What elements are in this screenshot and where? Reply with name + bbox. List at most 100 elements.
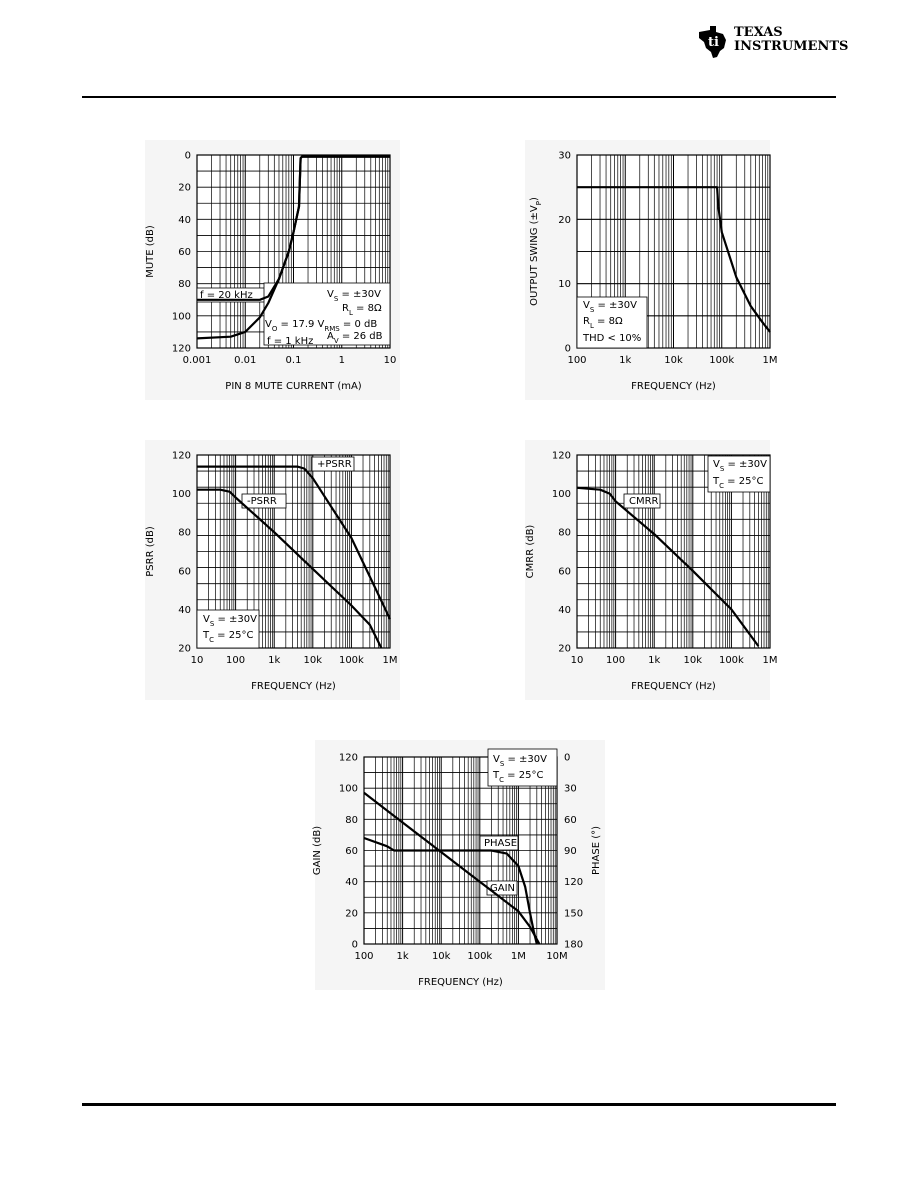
annotation-box (196, 609, 260, 649)
svg-text:ti: ti (708, 35, 719, 50)
y-axis-label: PSRR (dB) (145, 526, 156, 577)
chart-annotation: CMRR (629, 496, 659, 507)
y-tick-label: 80 (558, 528, 571, 539)
x-tick-label: 1k (397, 951, 409, 962)
y-axis-label: MUTE (dB) (145, 225, 156, 278)
y-tick-label: 120 (172, 344, 191, 355)
chart-annotation: THD < 10% (582, 333, 641, 344)
x-tick-label: 0.001 (183, 355, 212, 366)
y-tick-label: 40 (178, 605, 191, 616)
annotation-box (241, 493, 287, 509)
y-tick-label: 80 (178, 279, 191, 290)
series-line-gain (363, 791, 541, 945)
texas-instruments-logo: ti Texas Instruments (696, 24, 848, 64)
y-tick-label: 120 (552, 451, 571, 462)
chart-annotation: TC = 25°C (712, 476, 763, 490)
chart-5: 0 20 40 60 80 100 120 0 30 60 90 120 150 180 100 1k 10k 1… (312, 740, 605, 990)
y-tick-label: 60 (178, 566, 191, 577)
y-tick-label: 20 (178, 183, 191, 194)
y-tick-label: 80 (345, 815, 358, 826)
plot-frame (196, 154, 391, 349)
logo-line-1: Texas (734, 25, 783, 40)
y-tick-label: 60 (558, 566, 571, 577)
x-tick-label: 10 (384, 355, 397, 366)
y-tick-label: 0 (565, 344, 571, 355)
x-axis-label: FREQUENCY (Hz) (631, 381, 716, 392)
y2-tick-label: 30 (564, 784, 577, 795)
x-tick-label: 1M (763, 655, 778, 666)
y-tick-label: 20 (345, 908, 358, 919)
x-tick-label: 1k (648, 655, 660, 666)
y-axis-label: OUTPUT SWING (±VP) (529, 197, 543, 306)
x-tick-label: 0.1 (286, 355, 302, 366)
annotation-box (707, 455, 771, 493)
x-axis-label: FREQUENCY (Hz) (251, 681, 336, 692)
chart-annotation: AV = 26 dB (327, 331, 383, 345)
x-tick-label: 10k (664, 355, 683, 366)
x-tick-label: 100 (606, 655, 625, 666)
y-tick-label: 10 (558, 279, 571, 290)
x-tick-label: 100 (354, 951, 373, 962)
annotation-box (487, 748, 558, 787)
x-tick-label: 10k (684, 655, 703, 666)
y-tick-label: 100 (552, 489, 571, 500)
y-axis-label: GAIN (dB) (312, 826, 323, 875)
chart-annotation: RL = 8Ω (583, 316, 623, 330)
chart-annotation: f = 20 kHz (200, 290, 253, 301)
chart-annotation: TC = 25°C (202, 630, 253, 644)
chart-annotation: PHASE (484, 838, 517, 849)
chart-annotation: -PSRR (247, 496, 277, 507)
chart-annotation: RL = 8Ω (342, 303, 382, 317)
x-tick-label: 100k (339, 655, 364, 666)
x-tick-label: 100 (567, 355, 586, 366)
y-tick-label: 120 (172, 451, 191, 462)
chart-annotation: GAIN (490, 883, 515, 894)
y2-tick-label: 90 (564, 846, 577, 857)
plot-frame (363, 756, 558, 945)
x-tick-label: 100 (226, 655, 245, 666)
y-tick-label: 40 (178, 215, 191, 226)
y-tick-label: 80 (178, 528, 191, 539)
y-tick-label: 20 (178, 644, 191, 655)
chart-annotation: VS = ±30V (327, 289, 381, 303)
series-line-f-1-khz (196, 155, 390, 340)
chart-4: 20 40 60 80 100 120 10 100 1k 10k 100k 1M FREQUENCY … (525, 440, 778, 700)
header-rule (82, 96, 836, 98)
x-tick-label: 1k (619, 355, 631, 366)
y2-axis-label: PHASE (°) (591, 826, 602, 875)
series-line-psrr (197, 488, 383, 649)
plot-frame (576, 154, 771, 349)
y-tick-label: 60 (345, 846, 358, 857)
x-tick-label: 100k (709, 355, 734, 366)
annotation-box (576, 296, 648, 349)
annotation-box (479, 835, 519, 851)
x-tick-label: 1k (268, 655, 280, 666)
series-line-cmrr (576, 486, 760, 647)
chart-annotation: f = 1 kHz (267, 336, 313, 347)
y-tick-label: 40 (345, 877, 358, 888)
series-line-curve (577, 186, 771, 333)
y-tick-label: 60 (178, 247, 191, 258)
y-tick-label: 40 (558, 605, 571, 616)
chart-annotation: TC = 25°C (492, 770, 543, 784)
series-line-psrr (197, 465, 391, 620)
y-tick-label: 30 (558, 151, 571, 162)
x-axis-label: FREQUENCY (Hz) (418, 977, 503, 988)
y-tick-label: 0 (352, 940, 358, 951)
annotation-box (311, 456, 355, 472)
chart-annotation: VO = 17.9 VRMS = 0 dB (265, 319, 377, 333)
x-tick-label: 100k (467, 951, 492, 962)
footer-rule (82, 1103, 836, 1106)
series-line-phase (363, 836, 538, 945)
x-tick-label: 10k (304, 655, 323, 666)
plot-frame (576, 454, 771, 649)
chart-annotation: VS = ±30V (203, 614, 257, 628)
y-tick-label: 0 (185, 151, 191, 162)
annotation-box (263, 282, 391, 346)
x-tick-label: 1M (763, 355, 778, 366)
x-tick-label: 10k (432, 951, 451, 962)
chart-3: 20 40 60 80 100 120 10 100 1k 10k 100k 1M FREQUENCY … (145, 440, 400, 700)
x-tick-label: 10 (571, 655, 584, 666)
